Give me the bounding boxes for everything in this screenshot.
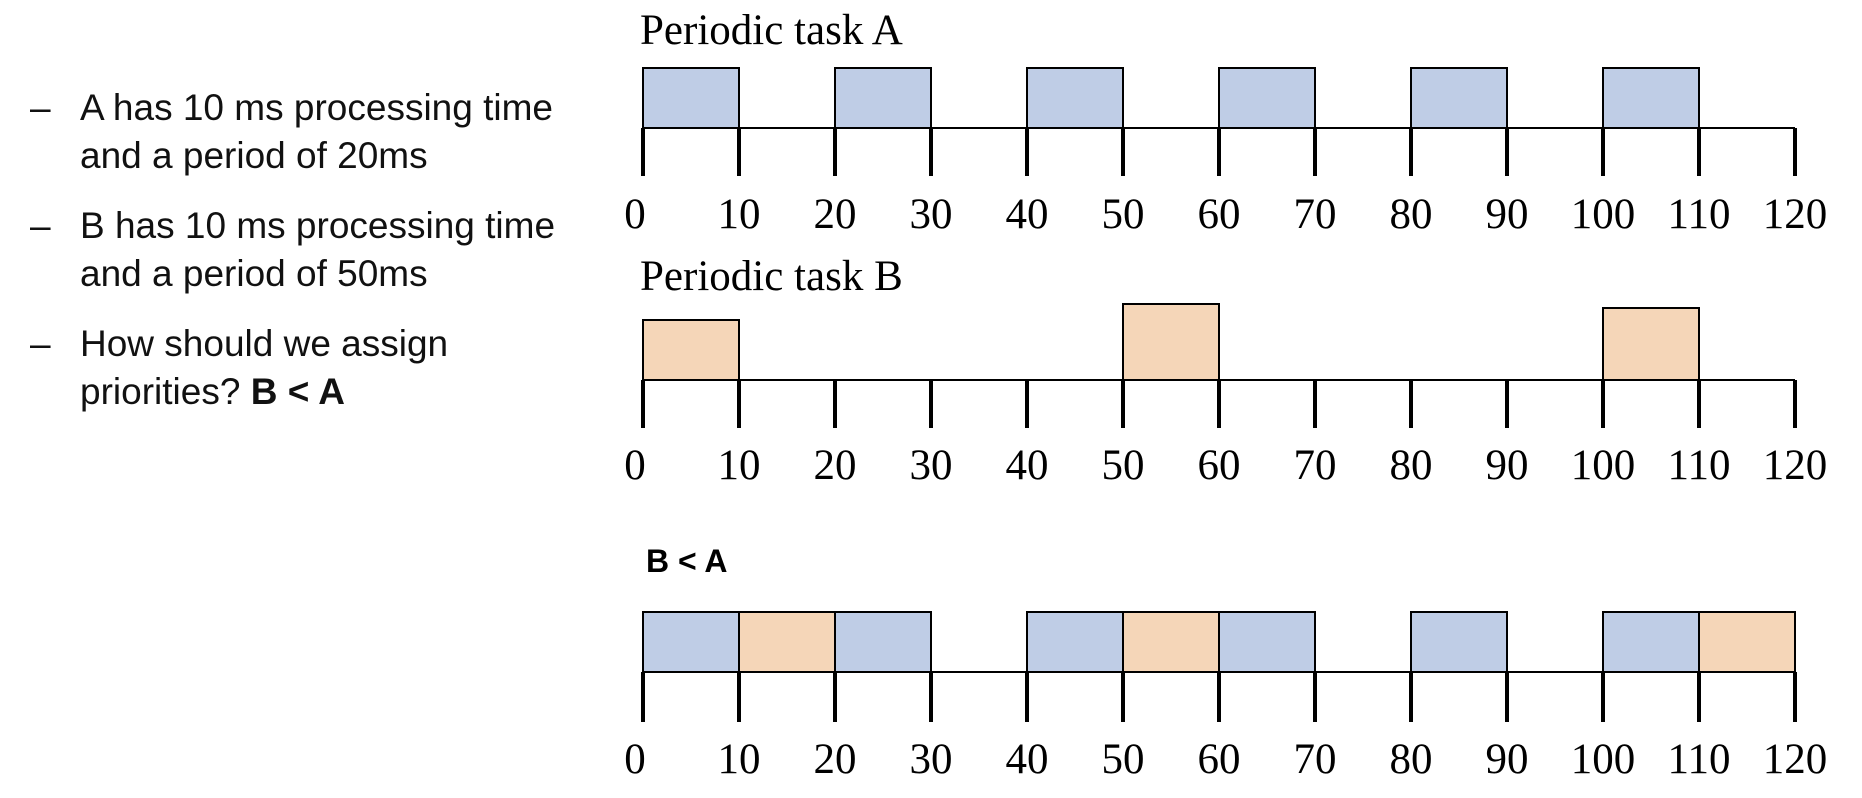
timeline-title: Periodic task A xyxy=(640,7,903,54)
tick-label: 30 xyxy=(910,736,953,783)
tick-label: 10 xyxy=(718,191,761,238)
task-block-a xyxy=(1218,611,1316,673)
bullet-list: – A has 10 ms processing time and a peri… xyxy=(30,84,590,438)
task-block-a xyxy=(1026,67,1124,129)
tick-label: 0 xyxy=(624,191,646,238)
tick-label: 0 xyxy=(624,442,646,489)
bullet-marker: – xyxy=(30,323,51,364)
tick-label: 30 xyxy=(910,191,953,238)
tick-label: 90 xyxy=(1486,442,1529,489)
tick-label: 50 xyxy=(1102,442,1145,489)
tick-label: 60 xyxy=(1198,736,1241,783)
tick-label: 70 xyxy=(1294,442,1337,489)
tick-label: 110 xyxy=(1668,442,1731,489)
tick-label: 110 xyxy=(1668,736,1731,783)
bullet-text: B has 10 ms processing time and a period… xyxy=(80,205,556,294)
tick-label: 10 xyxy=(718,736,761,783)
tick-label: 50 xyxy=(1102,736,1145,783)
bullet-text: How should we assign priorities? B < A xyxy=(80,323,449,412)
tick-label: 80 xyxy=(1390,736,1433,783)
task-block-b xyxy=(738,611,836,673)
task-block-b xyxy=(1122,611,1220,673)
tick-label: 60 xyxy=(1198,191,1241,238)
tick-label: 20 xyxy=(814,191,857,238)
task-block-a xyxy=(1218,67,1316,129)
tick-label: 80 xyxy=(1390,191,1433,238)
task-block-b xyxy=(1122,303,1220,381)
tick-label: 40 xyxy=(1006,442,1049,489)
task-block-a xyxy=(834,611,932,673)
bullet-text: A has 10 ms processing time and a period… xyxy=(80,87,553,176)
tick-label: 20 xyxy=(814,736,857,783)
bullet-marker: – xyxy=(30,205,51,246)
bullet-marker: – xyxy=(30,87,51,128)
bullet-item: – How should we assign priorities? B < A xyxy=(30,320,590,416)
tick-label: 60 xyxy=(1198,442,1241,489)
bullet-item: – B has 10 ms processing time and a peri… xyxy=(30,202,590,298)
tick-label: 80 xyxy=(1390,442,1433,489)
tick-label: 70 xyxy=(1294,736,1337,783)
task-block-b xyxy=(1698,611,1796,673)
task-block-a xyxy=(1410,67,1508,129)
timeline-title: B < A xyxy=(646,543,728,579)
tick-label: 120 xyxy=(1763,736,1828,783)
tick-label: 70 xyxy=(1294,191,1337,238)
task-block-a xyxy=(1602,67,1700,129)
task-block-a xyxy=(1410,611,1508,673)
task-block-b xyxy=(1602,307,1700,381)
task-block-a xyxy=(1602,611,1700,673)
tick-label: 30 xyxy=(910,442,953,489)
task-block-a xyxy=(642,67,740,129)
bullet-item: – A has 10 ms processing time and a peri… xyxy=(30,84,590,180)
tick-label: 50 xyxy=(1102,191,1145,238)
tick-label: 110 xyxy=(1668,191,1731,238)
task-block-a xyxy=(642,611,740,673)
tick-label: 10 xyxy=(718,442,761,489)
task-block-a xyxy=(1026,611,1124,673)
tick-label: 120 xyxy=(1763,191,1828,238)
timeline-title: Periodic task B xyxy=(640,253,903,300)
tick-label: 20 xyxy=(814,442,857,489)
tick-label: 100 xyxy=(1571,442,1636,489)
tick-label: 100 xyxy=(1571,736,1636,783)
tick-label: 100 xyxy=(1571,191,1636,238)
tick-label: 90 xyxy=(1486,736,1529,783)
tick-label: 0 xyxy=(624,736,646,783)
tick-label: 40 xyxy=(1006,191,1049,238)
tick-label: 40 xyxy=(1006,736,1049,783)
task-block-a xyxy=(834,67,932,129)
answer-text: B < A xyxy=(250,371,345,412)
tick-label: 120 xyxy=(1763,442,1828,489)
task-block-b xyxy=(642,319,740,381)
tick-label: 90 xyxy=(1486,191,1529,238)
